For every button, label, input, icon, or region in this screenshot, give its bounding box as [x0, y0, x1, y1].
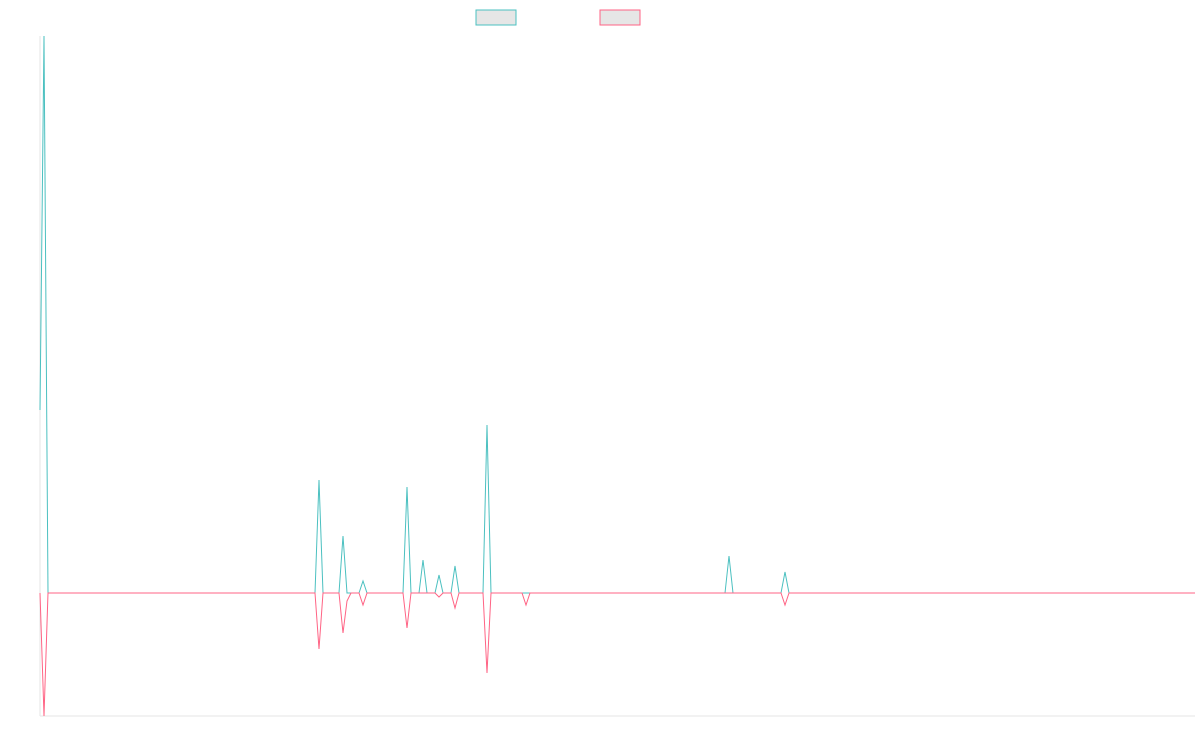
- legend-swatch[interactable]: [599, 9, 641, 26]
- legend-swatch[interactable]: [475, 9, 517, 26]
- line-series: [39, 592, 1195, 717]
- line-series: [39, 35, 1195, 594]
